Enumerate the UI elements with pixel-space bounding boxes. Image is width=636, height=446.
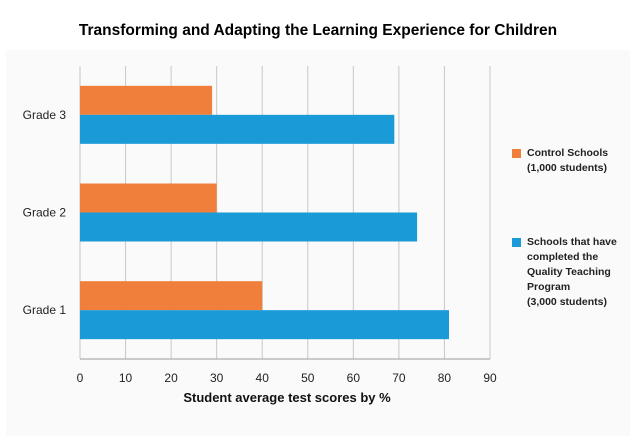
x-tick-label-0: 0 (77, 371, 84, 385)
chart-panel: 0 10 20 30 40 50 60 70 80 90 Student average test … (6, 50, 630, 436)
x-axis-title: Student average test scores by % (183, 390, 391, 405)
y-category-label-grade-1: Grade 1 (23, 303, 67, 317)
legend-label-control-schools: Control Schools (1,000 students) (527, 147, 609, 174)
bar-grade-1-series-0 (80, 281, 263, 311)
legend-item-quality-teaching: Schools that have completed the Quality … (512, 235, 617, 310)
bar-grade-2-series-0 (80, 183, 217, 213)
x-tick-label-90: 90 (483, 371, 497, 385)
legend-swatch-quality-teaching (512, 238, 521, 247)
bar-grade-3-series-0 (80, 85, 213, 115)
bar-grade-3-series-1 (80, 114, 395, 144)
legend-item-control-schools: Control Schools (1,000 students) (512, 146, 608, 176)
legend-swatch-control-schools (512, 149, 521, 158)
x-tick-label-70: 70 (392, 371, 406, 385)
x-tick-label-60: 60 (347, 371, 361, 385)
chart-title: Transforming and Adapting the Learning E… (78, 22, 558, 39)
x-tick-label-10: 10 (119, 371, 133, 385)
x-tick-label-30: 30 (210, 371, 224, 385)
bar-grade-2-series-1 (80, 212, 418, 242)
x-tick-label-50: 50 (301, 371, 315, 385)
bar-grade-1-series-1 (80, 310, 449, 340)
y-category-label-grade-3: Grade 3 (23, 108, 67, 122)
bar-chart: 0 10 20 30 40 50 60 70 80 90 Student average test … (23, 66, 497, 405)
x-tick-label-20: 20 (164, 371, 178, 385)
legend-label-quality-teaching: Schools that have completed the Quality … (527, 236, 617, 308)
x-tick-label-40: 40 (256, 371, 270, 385)
y-category-label-grade-2: Grade 2 (23, 206, 67, 220)
x-tick-label-80: 80 (438, 371, 452, 385)
